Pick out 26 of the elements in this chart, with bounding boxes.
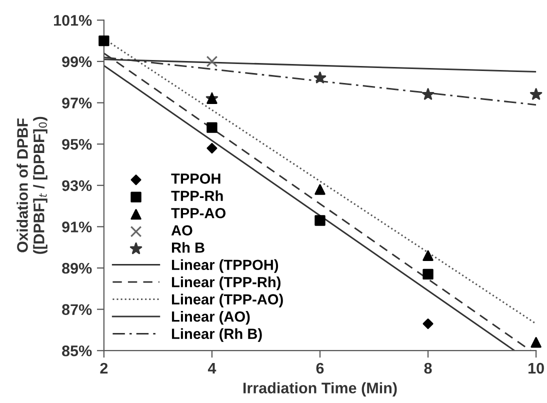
y-tick-label: 99% [62, 56, 92, 68]
y-tick-label: 87% [62, 304, 92, 315]
x-tick-label: 8 [424, 362, 432, 374]
legend-label: TPP-Rh [171, 190, 223, 201]
y-tick-label: 95% [62, 138, 92, 150]
legend-label: Linear (TPP-AO) [172, 294, 283, 308]
legend-label: Linear (AO) [172, 311, 250, 325]
y-tick-label: 85% [62, 345, 92, 356]
legend-label: Linear (TPPOH) [172, 259, 278, 273]
legend-label: Linear (TPP-Rh) [172, 276, 280, 290]
y-tick-label: 97% [62, 98, 92, 108]
y-axis-title: Oxidation of DPBF ([DPBF]$_{t}$ / [DPBF]$_{0}$) [16, 116, 48, 254]
x-tick-label: 10 [528, 362, 544, 374]
y-tick-label: 93% [62, 180, 92, 192]
x-tick-label: 6 [316, 362, 324, 374]
x-tick-label: 4 [208, 362, 216, 374]
x-tick-label: 2 [100, 362, 108, 374]
y-tick-label: 101% [54, 15, 92, 26]
x-axis-title: Irradiation Time (Min) [243, 382, 397, 396]
legend-label: Rh B [172, 242, 204, 253]
legend-label: AO [171, 225, 192, 236]
legend-label: TPP-AO [171, 208, 226, 218]
legend-label: TPPOH [171, 173, 220, 184]
y-tick-label: 89% [62, 262, 92, 274]
legend-label: Linear (Rh B) [172, 328, 262, 342]
y-tick-label: 91% [62, 222, 92, 232]
